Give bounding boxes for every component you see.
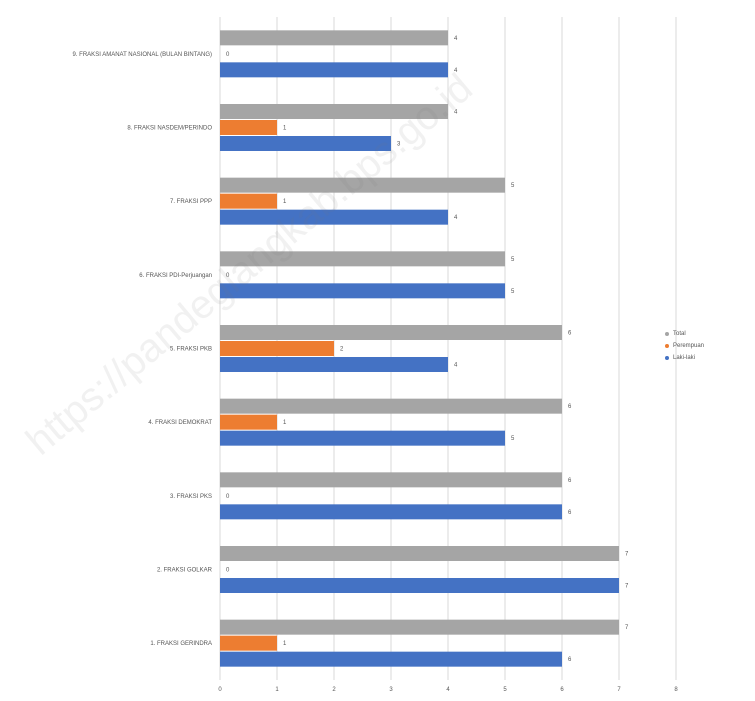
data-label: 1 <box>283 420 287 426</box>
data-label: 1 <box>283 199 287 205</box>
data-label: 4 <box>454 363 458 369</box>
x-tick-label: 2 <box>332 687 336 693</box>
data-label: 1 <box>283 126 287 132</box>
bar-total <box>220 546 619 561</box>
legend-item: Total <box>665 328 704 340</box>
bar-laki-laki <box>220 62 448 78</box>
bar-perempuan <box>220 193 277 209</box>
data-label: 0 <box>226 494 230 500</box>
category-label: 6. FRAKSI PDI-Perjuangan <box>139 273 212 279</box>
category-label: 7. FRAKSI PPP <box>170 199 212 205</box>
data-label: 3 <box>397 142 401 148</box>
x-tick-label: 8 <box>674 687 678 693</box>
data-label: 4 <box>454 110 458 116</box>
legend-item: Perempuan <box>665 340 704 352</box>
bar-perempuan <box>220 635 277 651</box>
data-label: 0 <box>226 568 230 574</box>
data-label: 1 <box>283 641 287 647</box>
x-tick-label: 1 <box>275 687 279 693</box>
data-label: 5 <box>511 183 515 189</box>
legend-swatch <box>665 332 669 336</box>
data-label: 6 <box>568 657 572 663</box>
legend-label: Total <box>673 331 686 337</box>
bar-total <box>220 104 448 119</box>
data-label: 4 <box>454 36 458 42</box>
data-label: 6 <box>568 404 572 410</box>
data-label: 6 <box>568 478 572 484</box>
data-label: 2 <box>340 347 344 353</box>
category-label: 8. FRAKSI NASDEM/PERINDO <box>127 126 212 132</box>
category-label: 9. FRAKSI AMANAT NASIONAL (BULAN BINTANG… <box>73 52 212 58</box>
bar-laki-laki <box>220 209 448 225</box>
legend-item: Laki-laki <box>665 352 704 364</box>
bar-laki-laki <box>220 283 505 299</box>
bar-total <box>220 251 505 267</box>
bar-laki-laki <box>220 578 619 593</box>
category-label: 5. FRAKSI PKB <box>170 347 212 353</box>
bar-perempuan <box>220 120 277 135</box>
x-tick-label: 6 <box>560 687 564 693</box>
bar-laki-laki <box>220 136 391 151</box>
legend-label: Perempuan <box>673 343 705 349</box>
x-tick-label: 5 <box>503 687 507 693</box>
bar-total <box>220 325 562 340</box>
data-label: 6 <box>568 510 572 516</box>
legend-swatch <box>665 356 669 360</box>
data-label: 5 <box>511 257 515 263</box>
category-label: 4. FRAKSI DEMOKRAT <box>148 420 212 426</box>
x-tick-label: 3 <box>389 687 393 693</box>
legend: Total Perempuan Laki-laki <box>665 328 704 364</box>
bar-total <box>220 398 562 414</box>
bar-total <box>220 177 505 193</box>
category-label: 2. FRAKSI GOLKAR <box>157 568 213 574</box>
x-tick-label: 0 <box>218 687 222 693</box>
category-label: 3. FRAKSI PKS <box>170 494 212 500</box>
data-label: 7 <box>625 625 629 631</box>
data-label: 7 <box>625 552 629 558</box>
data-label: 0 <box>226 273 230 279</box>
x-tick-label: 4 <box>446 687 450 693</box>
bar-total <box>220 30 448 46</box>
data-label: 5 <box>511 436 515 442</box>
bar-perempuan <box>220 341 334 356</box>
bar-total <box>220 472 562 488</box>
data-label: 6 <box>568 331 572 337</box>
bar-laki-laki <box>220 430 505 446</box>
x-tick-label: 7 <box>617 687 621 693</box>
bar-total <box>220 619 619 635</box>
legend-label: Laki-laki <box>673 355 696 361</box>
bar-laki-laki <box>220 651 562 667</box>
data-label: 4 <box>454 68 458 74</box>
legend-swatch <box>665 344 669 348</box>
data-label: 4 <box>454 215 458 221</box>
data-label: 7 <box>625 584 629 590</box>
category-label: 1. FRAKSI GERINDRA <box>150 641 212 647</box>
bar-laki-laki <box>220 504 562 520</box>
bar-laki-laki <box>220 357 448 372</box>
bar-perempuan <box>220 414 277 430</box>
data-label: 5 <box>511 289 515 295</box>
data-label: 0 <box>226 52 230 58</box>
